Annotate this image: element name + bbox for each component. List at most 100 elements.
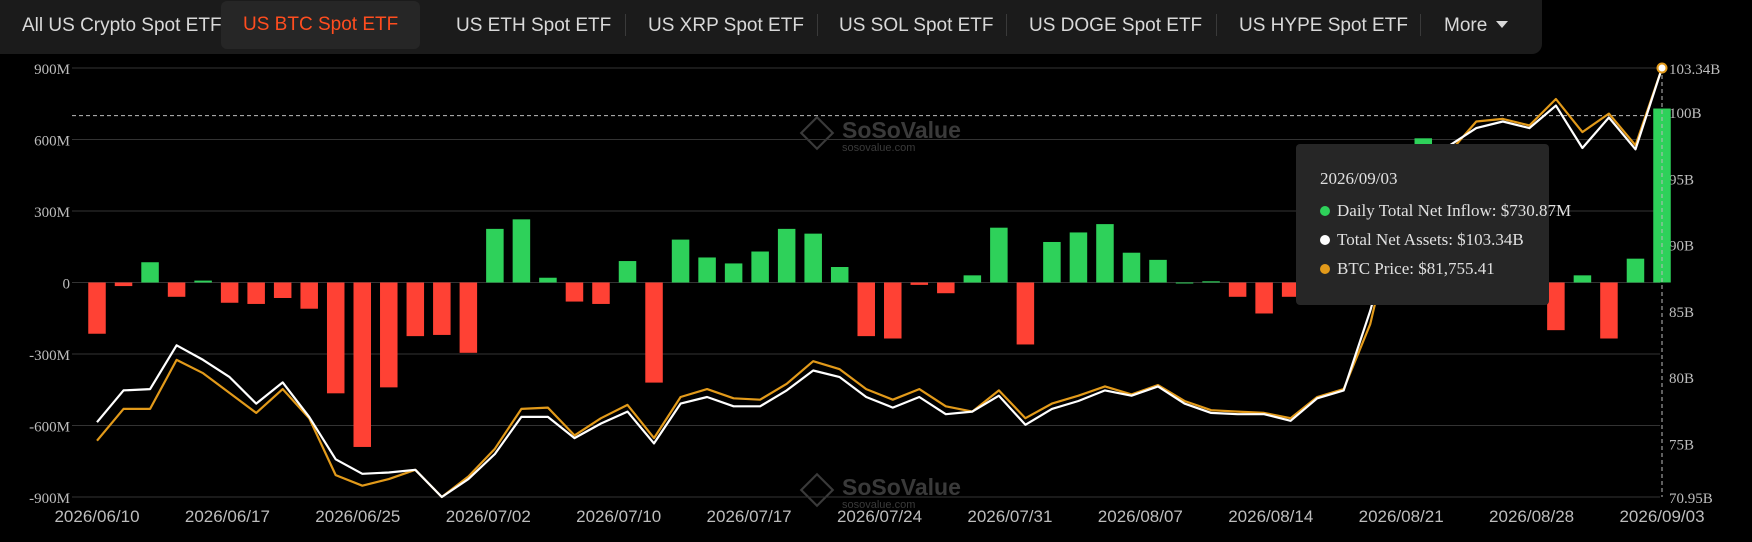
inflow-bar <box>1547 282 1565 331</box>
inflow-bar <box>937 282 955 294</box>
inflow-bar <box>1626 258 1645 283</box>
y-right-tick-label: 70.95B <box>1669 491 1713 507</box>
inflow-bar <box>751 251 769 283</box>
y-right-tick-label: 80B <box>1669 371 1694 387</box>
inflow-bar <box>114 282 133 287</box>
inflow-bar <box>1600 282 1618 339</box>
tab-us-hype-spot-etf[interactable]: US HYPE Spot ETF <box>1239 15 1408 36</box>
inflow-bar <box>990 227 1008 283</box>
inflow-bar <box>539 277 557 283</box>
inflow-bar <box>167 282 186 297</box>
inflow-bar <box>645 282 663 383</box>
y-left-tick-label: -900M <box>29 491 70 507</box>
more-label: More <box>1444 15 1488 36</box>
inflow-bar <box>804 233 822 283</box>
inflow-bar <box>247 282 265 304</box>
inflow-bar <box>1573 275 1592 283</box>
legend-dot-icon <box>1320 235 1330 245</box>
inflow-bar <box>273 282 292 298</box>
x-tick-label: 2026/08/07 <box>1098 507 1183 526</box>
watermark-subtext: sosovalue.com <box>842 142 916 154</box>
y-left-tick-label: 600M <box>34 134 70 150</box>
inflow-bar <box>512 219 531 283</box>
inflow-bar <box>1202 281 1220 283</box>
inflow-bar <box>910 282 929 285</box>
inflow-bar <box>486 228 504 283</box>
inflow-bar <box>353 282 372 447</box>
x-tick-label: 2026/09/03 <box>1619 507 1704 526</box>
y-right-tick-label: 75B <box>1669 437 1694 453</box>
x-tick-label: 2026/08/21 <box>1359 507 1444 526</box>
y-right-tick-label: 90B <box>1669 239 1694 255</box>
x-tick-label: 2026/07/17 <box>707 507 792 526</box>
tab-all-us-crypto-spot-etf[interactable]: All US Crypto Spot ETF <box>22 15 222 36</box>
x-tick-label: 2026/07/24 <box>837 507 922 526</box>
tab-divider <box>817 14 818 36</box>
inflow-bar <box>618 261 637 283</box>
x-tick-label: 2026/07/10 <box>576 507 661 526</box>
y-left-tick-label: 300M <box>34 205 70 221</box>
x-tick-label: 2026/06/17 <box>185 507 270 526</box>
tooltip-row-assets: Total Net Assets: $103.34B <box>1320 230 1524 250</box>
inflow-bar <box>141 262 159 283</box>
x-tick-label: 2026/07/02 <box>446 507 531 526</box>
tab-us-sol-spot-etf[interactable]: US SOL Spot ETF <box>839 15 994 36</box>
y-right-tick-label: 85B <box>1669 305 1694 321</box>
inflow-bar <box>406 282 425 337</box>
y-left-tick-label: 0 <box>63 277 71 293</box>
y-left-tick-label: -600M <box>29 420 70 436</box>
y-right-tick-label: 103.34B <box>1669 62 1720 78</box>
tooltip-row-inflow: Daily Total Net Inflow: $730.87M <box>1320 201 1571 221</box>
inflow-bar <box>724 263 743 283</box>
inflow-bar <box>1096 224 1114 283</box>
x-tick-label: 2026/07/31 <box>967 507 1052 526</box>
tab-divider <box>1420 14 1421 36</box>
y-right-tick-label: 95B <box>1669 172 1694 188</box>
inflow-bar <box>963 275 982 283</box>
watermark-subtext: sosovalue.com <box>842 499 916 511</box>
tab-us-btc-spot-etf[interactable]: US BTC Spot ETF <box>221 1 421 49</box>
inflow-bar <box>1016 282 1035 345</box>
inflow-bar <box>1175 282 1194 284</box>
inflow-bar <box>380 282 398 388</box>
tab-us-eth-spot-etf[interactable]: US ETH Spot ETF <box>456 15 612 36</box>
tooltip-price-value: BTC Price: $81,755.41 <box>1337 259 1495 278</box>
inflow-bar <box>1281 282 1300 297</box>
x-tick-label: 2026/08/28 <box>1489 507 1574 526</box>
y-left-tick-label: 900M <box>34 62 70 78</box>
inflow-bar <box>830 267 849 283</box>
inflow-bar <box>671 239 690 283</box>
inflow-bar <box>857 282 875 337</box>
tab-us-doge-spot-etf[interactable]: US DOGE Spot ETF <box>1029 15 1203 36</box>
inflow-bar <box>1255 282 1273 314</box>
inflow-bar <box>326 282 345 394</box>
inflow-bar <box>1043 241 1061 283</box>
tooltip-row-price: BTC Price: $81,755.41 <box>1320 259 1495 279</box>
inflow-bar <box>220 282 239 303</box>
highlight-point <box>1656 62 1668 74</box>
tooltip-date: 2026/09/03 <box>1320 169 1398 188</box>
tab-us-xrp-spot-etf[interactable]: US XRP Spot ETF <box>648 15 804 36</box>
inflow-bar <box>194 280 212 283</box>
x-tick-label: 2026/06/10 <box>54 507 139 526</box>
y-right-tick-label: 100B <box>1669 106 1702 122</box>
inflow-bar <box>1122 252 1141 283</box>
tab-divider <box>1216 14 1217 36</box>
inflow-bar <box>1149 259 1167 283</box>
etf-tab-bar: All US Crypto Spot ETF US BTC Spot ETF U… <box>0 0 1542 54</box>
y-left-tick-label: -300M <box>29 348 70 364</box>
inflow-bar <box>777 228 796 283</box>
inflow-bar <box>433 282 451 335</box>
tab-divider <box>625 14 626 36</box>
x-tick-label: 2026/06/25 <box>315 507 400 526</box>
more-dropdown[interactable]: More <box>1444 0 1509 54</box>
inflow-bar <box>698 257 716 283</box>
watermark-text: SoSoValue <box>842 474 961 500</box>
inflow-bar <box>459 282 478 353</box>
tooltip-inflow-value: Daily Total Net Inflow: $730.87M <box>1337 201 1572 220</box>
inflow-bar <box>592 282 610 304</box>
watermark-text: SoSoValue <box>842 117 961 143</box>
inflow-bar <box>88 282 106 334</box>
legend-dot-icon <box>1320 206 1330 216</box>
